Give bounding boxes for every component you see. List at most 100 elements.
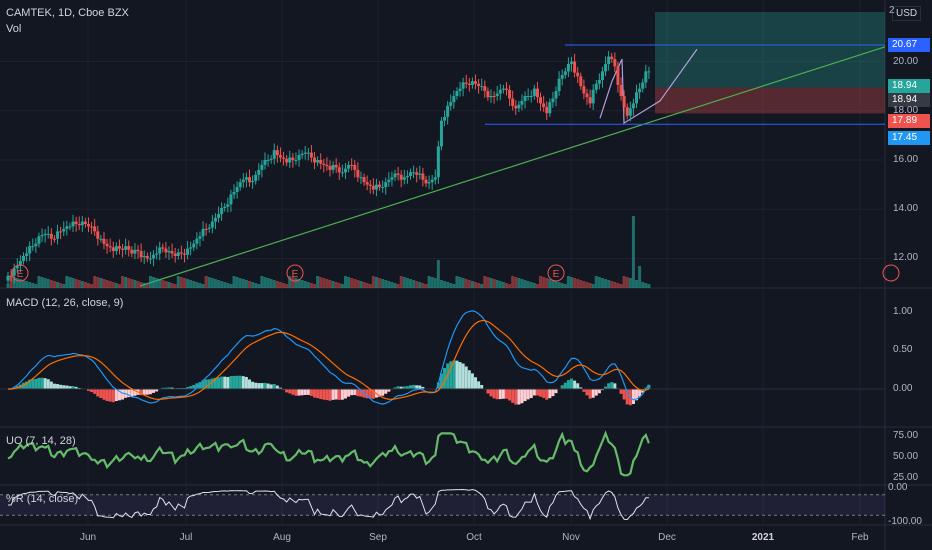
macd-histogram-bar [579,387,583,390]
volume-bar [46,279,50,288]
candle-body [495,93,499,96]
volume-bar [130,279,134,288]
macd-histogram-bar [597,389,601,394]
candle-body [449,102,453,106]
macd-histogram-bar [378,389,382,397]
time-tick: Dec [658,532,676,543]
long-position-tool[interactable] [655,12,885,114]
candle-body [501,88,505,90]
volume-bar [638,266,642,288]
candle-body [37,236,41,244]
volume-bar [331,281,335,288]
volume-bar [319,277,323,288]
volume-bar [282,283,286,288]
volume-bar [486,277,490,288]
trend-lines[interactable] [139,44,886,287]
macd-histogram-bar [638,389,642,397]
candle-body [260,164,264,170]
macd-histogram-bar [588,389,592,399]
time-tick: Feb [851,532,869,543]
macd-histogram-bar [520,389,524,404]
volume-bar [272,280,276,288]
volume-bar [529,282,533,288]
price-tick-partial: 2 [889,5,895,16]
volume-bar [545,278,549,288]
macd-histogram-bar [449,361,453,390]
macd-histogram-bar [248,379,251,390]
macd-histogram-bar [504,389,508,399]
candle-body [467,83,471,85]
macd-histogram-bar [350,389,354,396]
candle-body [46,233,50,235]
volume-bar [328,280,332,288]
macd-histogram-bar [563,382,567,390]
candle-body [452,96,456,103]
earnings-marker-label: E [17,269,24,280]
macd-histogram-bar [179,387,183,390]
candle-body [291,157,295,160]
macd-histogram-bar [288,389,292,394]
macd-histogram-bar [371,389,375,399]
candle-body [158,247,162,254]
volume-bar [474,282,478,288]
candle-body [504,88,508,90]
macd-histogram-bar [325,389,329,401]
volume-bar [498,281,502,288]
macd-histogram-bar [68,386,72,390]
macd-histogram-bar [145,389,149,395]
wr-title[interactable]: %R (14, close) [6,493,79,505]
currency-button[interactable]: USD [892,6,922,21]
candle-body [195,238,199,244]
volume-bar [179,277,183,288]
macd-histogram-bar [272,384,276,390]
macd-histogram-bar [313,389,317,398]
volume-bar [591,284,595,288]
candle-body [412,172,416,174]
macd-histogram-bar [164,387,168,390]
volume-bar [303,281,307,288]
candle-body [430,179,434,183]
macd-histogram-bar [340,389,344,400]
macd-histogram-bar [229,376,233,390]
macd-histogram-bar [71,386,75,390]
earnings-marker-label: E [553,269,560,280]
candle-body [551,98,555,103]
candle-body [68,226,72,228]
macd-histogram-bar [251,381,255,390]
macd-histogram-bar [152,389,156,393]
macd-tick: 1.00 [893,305,913,317]
volume-bar [381,279,385,288]
candle-body [9,275,13,277]
volume-bar [644,283,648,288]
macd-histogram-bar [452,360,456,390]
candle-body [99,238,103,240]
candle-body [108,246,112,248]
candle-body [631,103,635,109]
volume-bar [80,281,84,288]
volume-bar [56,282,60,288]
volume-bar [588,283,592,288]
macd-histogram-bar [87,389,90,391]
macd-histogram-bar [560,385,564,390]
time-tick: Jul [179,532,193,543]
macd-title[interactable]: MACD (12, 26, close, 9) [6,297,124,309]
macd-histogram-bar [421,386,425,390]
volume-bar [347,277,351,288]
symbol-title[interactable]: CAMTEK, 1D, Cboe BZX [6,7,129,19]
candle-body [529,96,533,97]
uo-title[interactable]: UO (7, 14, 28) [6,435,76,447]
volume-bar [93,276,97,288]
volume-bar [365,283,369,288]
macd-histogram-bar [613,383,617,390]
macd-histogram-bar [393,387,397,390]
volume-bar [52,281,56,288]
macd-tick: 0.00 [893,383,913,395]
volume-bar [421,283,425,288]
macd-histogram-bar [263,382,267,390]
candle-body [28,246,32,254]
volume-bar [501,282,505,288]
volume-bar [576,279,580,288]
volume-bar [430,277,434,288]
macd-histogram-bar [217,377,221,390]
